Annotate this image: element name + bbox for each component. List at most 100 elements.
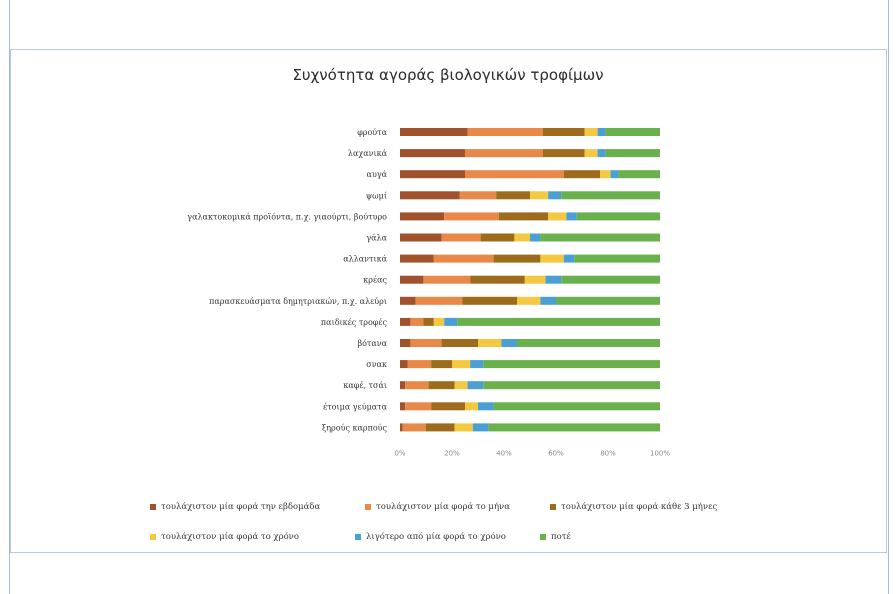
legend-label: τουλάχιστον μία φορά το χρόνο — [161, 532, 299, 542]
bar-segment — [545, 275, 562, 284]
legend-item: τουλάχιστον μία φορά το χρόνο — [150, 532, 299, 542]
legend-label: ποτέ — [551, 532, 571, 542]
legend-swatch — [150, 503, 156, 510]
bar-segment — [400, 423, 403, 432]
legend-label: τουλάχιστον μία φορά την εβδομάδα — [161, 502, 321, 512]
bar-segment — [618, 170, 660, 179]
legend-item: τουλάχιστον μία φορά κάθε 3 μήνες — [550, 502, 717, 512]
chart-title: Συχνότητα αγοράς βιολογικών τροφίμων — [292, 66, 604, 84]
bar-segment — [400, 212, 445, 221]
legend-label: λιγότερο από μία φορά το χρόνο — [366, 532, 506, 542]
bar-segment — [441, 233, 481, 242]
bar-segment — [405, 381, 429, 390]
category-label: κρέας — [363, 276, 387, 285]
bar-segment — [415, 296, 463, 305]
bar-segment — [428, 381, 455, 390]
bar-segment — [402, 423, 426, 432]
x-tick-label: 100% — [650, 450, 670, 458]
bar-segment — [470, 275, 525, 284]
bar-segment — [605, 149, 660, 158]
bar-segment — [470, 360, 484, 369]
bar-segment — [561, 191, 660, 200]
bar-segment — [467, 128, 543, 136]
bar-segment — [405, 402, 432, 411]
bar-segment — [584, 128, 598, 136]
bar-segment — [423, 275, 471, 284]
bar-segment — [400, 170, 465, 179]
bar-segment — [452, 360, 471, 369]
bar-segment — [400, 317, 411, 326]
bar-segment — [548, 212, 567, 221]
bar-segment — [540, 233, 660, 242]
bar-segment — [574, 254, 660, 263]
category-label: φρούτα — [357, 128, 387, 137]
legend-item: τουλάχιστον μία φορά το μήνα — [365, 502, 510, 512]
category-label: γαλακτοκομικά προϊόντα, π.χ. γιαούρτι, β… — [187, 212, 387, 221]
bar-segment — [410, 339, 442, 347]
bar-segment — [410, 317, 424, 326]
bar-segment — [426, 423, 455, 432]
category-label: παρασκευάσματα δημητριακών, π.χ. αλεύρι — [209, 297, 387, 306]
bar-segment — [517, 339, 660, 347]
bar-segment — [462, 296, 517, 305]
bar-segment — [457, 317, 660, 326]
category-label: παιδικές τροφές — [321, 318, 388, 327]
bar-segment — [400, 128, 468, 136]
legend-swatch — [355, 533, 361, 540]
bar-segment — [556, 296, 660, 305]
bar-segment — [444, 317, 458, 326]
bar-segment — [597, 128, 606, 136]
bar-segment — [431, 402, 465, 411]
bar-segment — [501, 339, 517, 347]
bar-segment — [444, 212, 499, 221]
bar-segment — [561, 275, 660, 284]
bar-segment — [478, 402, 494, 411]
bar-segment — [400, 402, 406, 411]
legend-item: τουλάχιστον μία φορά την εβδομάδα — [150, 502, 320, 512]
legend-item: ποτέ — [540, 532, 571, 542]
bar-segment — [400, 254, 434, 263]
bar-segment — [400, 381, 406, 390]
bar-segment — [493, 402, 660, 411]
legend-swatch — [150, 533, 156, 540]
bar-segment — [517, 296, 541, 305]
bar-segment — [400, 233, 442, 242]
bar-segment — [496, 191, 530, 200]
bar-segment — [459, 191, 497, 200]
bar-segment — [498, 212, 549, 221]
category-label: αλλαντικά — [343, 255, 387, 264]
category-label: γάλα — [366, 234, 387, 243]
bar-segment — [467, 381, 484, 390]
bar-segment — [600, 170, 611, 179]
category-label: ψωμί — [366, 191, 387, 200]
bar-segment — [400, 191, 460, 200]
bar-segment — [400, 149, 465, 158]
bar-segment — [465, 149, 543, 158]
category-label: αυγά — [367, 170, 388, 179]
bar-segment — [543, 149, 585, 158]
category-label: σνακ — [366, 360, 387, 369]
legend-swatch — [365, 503, 371, 510]
bar-segment — [465, 402, 478, 411]
bar-segment — [400, 360, 408, 369]
bar-segment — [605, 128, 660, 136]
legend-label: τουλάχιστον μία φορά κάθε 3 μήνες — [561, 502, 718, 512]
bar-segment — [563, 254, 575, 263]
bar-segment — [563, 170, 601, 179]
bar-segment — [465, 170, 564, 179]
bar-segment — [540, 254, 564, 263]
bar-segment — [441, 339, 478, 347]
bar-segment — [584, 149, 598, 158]
x-tick-label: 60% — [548, 450, 564, 458]
bar-segment — [433, 254, 494, 263]
legend-swatch — [540, 533, 546, 540]
category-label: έτοιμα γεύματα — [323, 402, 387, 411]
bar-segment — [493, 254, 541, 263]
legend-label: τουλάχιστον μία φορά το μήνα — [376, 502, 510, 512]
x-tick-label: 0% — [394, 450, 405, 458]
bar-segment — [514, 233, 530, 242]
bar-segment — [483, 360, 660, 369]
bar-segment — [478, 339, 502, 347]
bar-segment — [454, 423, 473, 432]
bar-segment — [543, 128, 585, 136]
